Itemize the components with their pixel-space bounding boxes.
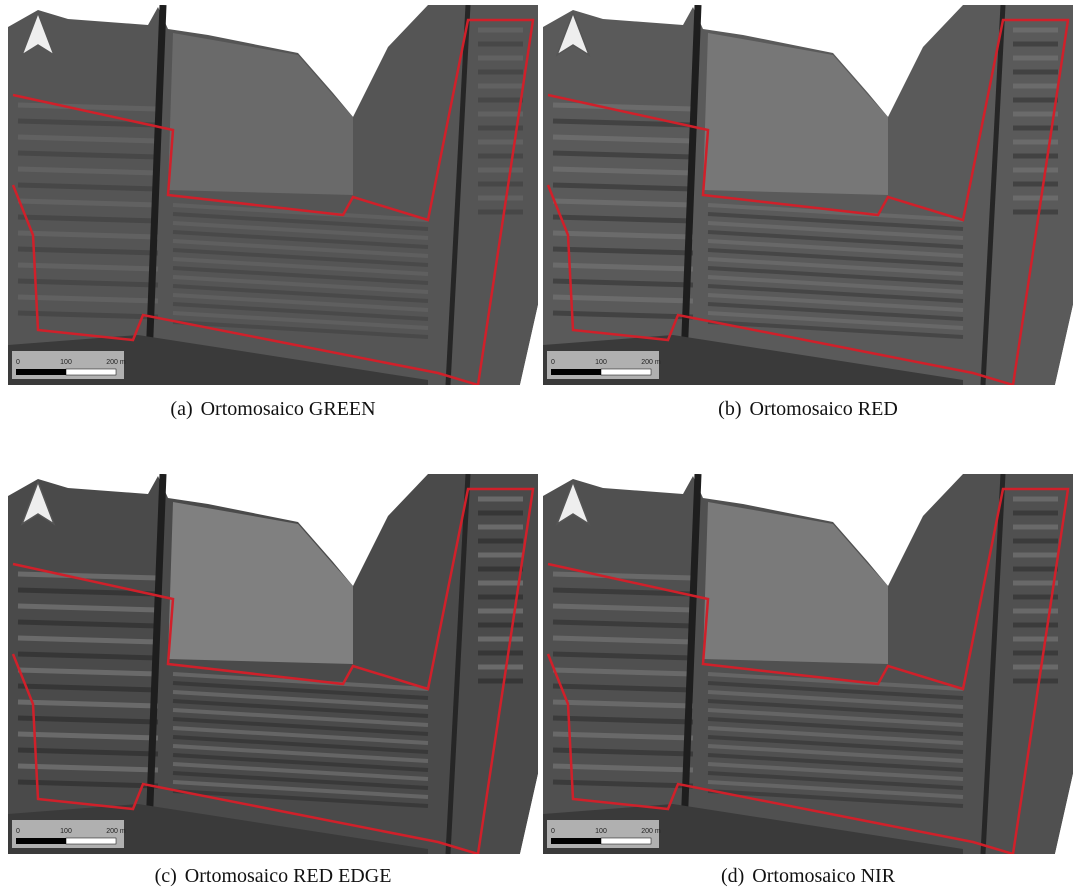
scale-label: 0 — [16, 359, 20, 366]
caption-caption: Ortomosaico RED — [750, 398, 898, 420]
field-upper — [703, 502, 888, 664]
scale-label: 200 m — [641, 828, 661, 835]
scale-label: 0 — [551, 359, 555, 366]
field-upper — [168, 33, 353, 195]
field-upper — [703, 33, 888, 195]
scale-bar-white — [601, 369, 651, 375]
scale-label: 100 — [595, 828, 607, 835]
caption: (d) Ortomosaico NIR — [543, 865, 1073, 888]
scale-label: 200 m — [106, 828, 126, 835]
orthomosaic-image: 0 100 200 m — [8, 474, 538, 854]
caption-caption: Ortomosaico NIR — [752, 865, 895, 887]
scale-label: 100 — [60, 828, 72, 835]
scale-bar-black — [551, 838, 601, 844]
caption: (a) Ortomosaico GREEN — [8, 398, 538, 421]
caption: (c) Ortomosaico RED EDGE — [8, 865, 538, 888]
caption: (b) Ortomosaico RED — [543, 398, 1073, 421]
figure: 0 100 200 m (a) Ortomosaico GREEN 0 100 200 m (b… — [0, 0, 1075, 890]
orthomosaic-image: 0 100 200 m — [8, 5, 538, 385]
scale-bar-black — [16, 838, 66, 844]
scale-label: 100 — [595, 359, 607, 366]
caption-caption: Ortomosaico RED EDGE — [185, 865, 392, 887]
scale-bar-black — [16, 369, 66, 375]
orthomosaic-image: 0 100 200 m — [543, 5, 1073, 385]
scale-label: 0 — [551, 828, 555, 835]
caption-label: (b) — [718, 398, 741, 420]
scale-label: 0 — [16, 828, 20, 835]
scale-label: 200 m — [106, 359, 126, 366]
scale-label: 100 — [60, 359, 72, 366]
scale-bar-white — [601, 838, 651, 844]
field-upper — [168, 502, 353, 664]
scale-label: 200 m — [641, 359, 661, 366]
caption-label: (d) — [721, 865, 744, 887]
orthomosaic-image: 0 100 200 m — [543, 474, 1073, 854]
caption-label: (c) — [155, 865, 177, 887]
caption-caption: Ortomosaico GREEN — [201, 398, 376, 420]
scale-bar-white — [66, 838, 116, 844]
caption-label: (a) — [170, 398, 192, 420]
scale-bar-black — [551, 369, 601, 375]
scale-bar-white — [66, 369, 116, 375]
